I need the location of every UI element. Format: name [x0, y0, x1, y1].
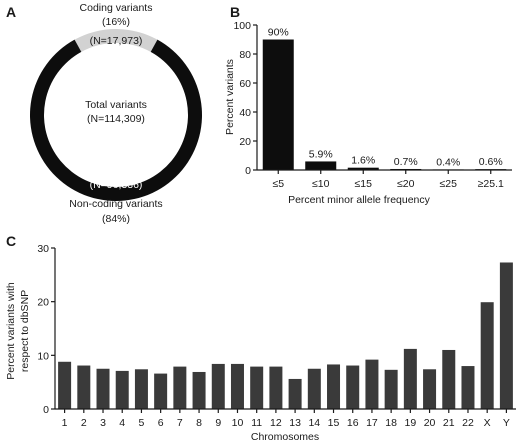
- b-x-tick-label: ≥25.1: [478, 178, 504, 190]
- c-x-tick-label: 8: [196, 417, 202, 429]
- c-x-tick-label: 7: [177, 417, 183, 429]
- c-bar: [134, 369, 148, 409]
- b-y-tick-label: 60: [239, 78, 251, 90]
- c-x-tick-label: 19: [405, 417, 417, 429]
- non-coding-variants-count: (N=96,336): [90, 179, 143, 191]
- total-variants-count: (N=114,309): [87, 113, 145, 125]
- c-bar: [154, 373, 168, 409]
- panel-label-c: C: [6, 233, 16, 249]
- c-y-tick-label: 30: [37, 243, 49, 255]
- c-x-tick-label: Y: [503, 417, 510, 429]
- c-x-tick-label: 11: [251, 417, 262, 429]
- panel-label-b: B: [230, 4, 240, 20]
- c-x-tick-label: 4: [119, 417, 125, 429]
- c-y-tick-label: 0: [43, 404, 49, 416]
- b-bar-data-label: 0.6%: [479, 156, 503, 168]
- non-coding-variants-pct: (84%): [102, 213, 130, 225]
- maf-bar-chart: 0 20 40 60 80 100 90% 5.9% 1.6% 0.7% 0.4% 0.6% ≤5 ≤…: [224, 20, 512, 206]
- c-x-tick-label: 5: [139, 417, 145, 429]
- c-bar: [384, 369, 398, 409]
- coding-variants-label: Coding variants: [80, 2, 153, 14]
- b-y-tick-label: 0: [245, 165, 251, 177]
- c-bar: [211, 363, 225, 409]
- total-variants-label: Total variants: [85, 99, 147, 111]
- c-bar: [192, 371, 206, 409]
- c-x-tick-label: 14: [308, 417, 320, 429]
- c-x-tick-label: 21: [443, 417, 455, 429]
- c-x-tick-label: 15: [328, 417, 340, 429]
- b-bar: [347, 167, 379, 170]
- c-bar: [365, 359, 379, 409]
- b-y-tick-label: 100: [233, 20, 251, 32]
- c-x-tick-label: 22: [462, 417, 474, 429]
- b-x-tick-label: ≤10: [312, 178, 330, 190]
- c-bar: [288, 378, 302, 409]
- c-bar: [442, 349, 456, 409]
- c-x-tick-label: 6: [158, 417, 164, 429]
- b-bar-data-label: 0.7%: [394, 156, 418, 168]
- b-y-tick-label: 40: [239, 107, 251, 119]
- c-bar: [96, 368, 110, 409]
- b-y-axis-title: Percent variants: [224, 59, 236, 135]
- b-bar: [262, 39, 294, 170]
- c-x-tick-label: 18: [385, 417, 397, 429]
- c-bar: [423, 369, 437, 409]
- c-y-axis-title-line-2: respect to dbSNP: [19, 290, 31, 372]
- c-x-tick-label: 9: [215, 417, 221, 429]
- c-bar: [250, 366, 264, 409]
- coding-variants-count: (N=17,973): [90, 35, 143, 47]
- c-y-tick-label: 10: [37, 350, 49, 362]
- b-x-tick-label: ≤5: [272, 178, 284, 190]
- c-x-tick-label: 17: [366, 417, 378, 429]
- c-bar: [58, 361, 72, 409]
- c-bar: [230, 363, 244, 409]
- donut-chart: Coding variants (16%) (N=17,973) Total v…: [29, 2, 202, 225]
- c-x-tick-label: 1: [62, 417, 68, 429]
- c-x-tick-label: X: [484, 417, 491, 429]
- b-bar-data-label: 1.6%: [351, 155, 375, 167]
- c-y-tick-label: 20: [37, 297, 49, 309]
- c-x-tick-label: 13: [289, 417, 301, 429]
- b-bar-data-label: 0.4%: [436, 156, 460, 168]
- c-x-tick-label: 16: [347, 417, 359, 429]
- b-bar-data-label: 90%: [268, 27, 289, 39]
- c-bar: [307, 368, 321, 409]
- c-bar: [327, 364, 341, 409]
- b-x-axis-title: Percent minor allele frequency: [288, 194, 431, 206]
- panel-label-a: A: [6, 4, 16, 20]
- c-bar: [346, 365, 360, 409]
- coding-variants-pct: (16%): [102, 16, 130, 28]
- donut-slice-coding: [74, 28, 158, 52]
- c-bar: [480, 302, 494, 409]
- c-x-axis-title: Chromosomes: [251, 431, 319, 443]
- c-y-axis-title-line-1: Percent variants with: [5, 282, 17, 380]
- b-x-tick-label: ≤20: [397, 178, 415, 190]
- b-x-tick-label: ≤15: [355, 178, 373, 190]
- c-x-tick-label: 12: [270, 417, 282, 429]
- c-x-tick-label: 20: [424, 417, 436, 429]
- c-x-tick-label: 3: [100, 417, 106, 429]
- b-y-tick-label: 20: [239, 136, 251, 148]
- c-bar: [461, 366, 475, 409]
- b-bar-data-label: 5.9%: [309, 148, 333, 160]
- c-x-tick-label: 10: [232, 417, 244, 429]
- c-bar: [499, 262, 513, 409]
- c-bar: [115, 370, 129, 409]
- c-bar: [77, 365, 91, 409]
- b-bar: [305, 161, 337, 170]
- c-bar: [403, 348, 417, 409]
- c-bar: [173, 366, 187, 409]
- b-x-tick-label: ≤25: [440, 178, 458, 190]
- c-bar: [269, 366, 283, 409]
- b-y-tick-label: 80: [239, 49, 251, 61]
- non-coding-variants-label: Non-coding variants: [69, 198, 162, 210]
- c-x-tick-label: 2: [81, 417, 87, 429]
